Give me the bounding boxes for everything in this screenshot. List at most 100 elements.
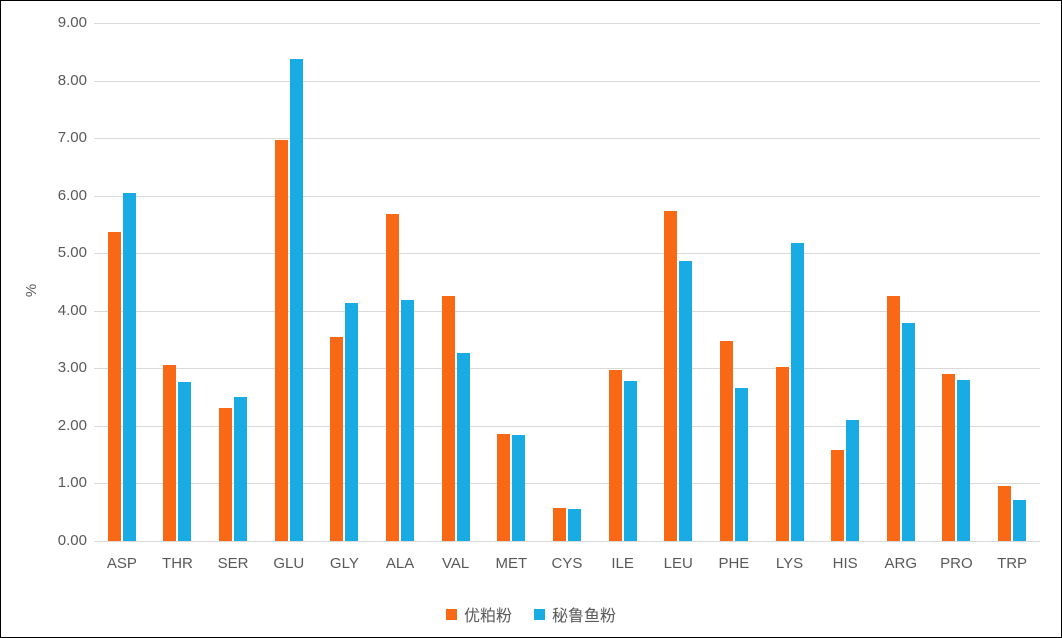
bar-group-GLY xyxy=(317,23,373,541)
bar-优粕粉-GLY xyxy=(330,337,344,541)
y-tick-label-1.00: 1.00 xyxy=(57,474,87,492)
bar-优粕粉-THR xyxy=(163,365,177,541)
legend-item-优粕粉: 优粕粉 xyxy=(445,602,512,626)
bar-group-VAL xyxy=(428,23,484,541)
bar-group-LYS xyxy=(762,23,818,541)
y-tick-label-6.00: 6.00 xyxy=(57,186,87,204)
legend-item-秘鲁鱼粉: 秘鲁鱼粉 xyxy=(534,602,616,626)
x-category-label-ASP: ASP xyxy=(106,555,137,572)
bar-秘鲁鱼粉-LYS xyxy=(790,242,804,541)
bar-秘鲁鱼粉-MET xyxy=(512,435,526,541)
gridline-0.00 xyxy=(94,541,1040,542)
legend-swatch-icon xyxy=(445,608,457,620)
y-tick-label-7.00: 7.00 xyxy=(57,129,87,147)
bar-group-THR xyxy=(150,23,206,541)
gridline-5.00 xyxy=(94,253,1040,255)
bar-优粕粉-TRP xyxy=(998,485,1012,541)
x-category-label-MET: MET xyxy=(495,555,528,572)
gridline-6.00 xyxy=(94,195,1040,197)
x-axis-category-labels: ASP THR SER GLU GLY ALA VAL MET CYS ILE LEU PHE LYS H… xyxy=(94,555,1040,572)
bar-秘鲁鱼粉-PRO xyxy=(957,380,971,541)
y-tick-label-5.00: 5.00 xyxy=(57,244,87,262)
bar-秘鲁鱼粉-ARG xyxy=(901,322,915,541)
gridline-4.00 xyxy=(94,310,1040,312)
x-category-label-PHE: PHE xyxy=(718,555,750,572)
bar-秘鲁鱼粉-CYS xyxy=(567,508,581,541)
bar-优粕粉-SER xyxy=(219,408,233,541)
bar-group-HIS xyxy=(817,23,873,541)
gridline-8.00 xyxy=(94,80,1040,82)
bar-group-PRO xyxy=(929,23,985,541)
y-axis-tick-labels: 9.00 8.00 7.00 6.00 5.00 4.00 3.00 2.00 1.00 0.00 xyxy=(1,15,87,549)
bar-秘鲁鱼粉-PHE xyxy=(734,387,748,541)
x-category-label-ILE: ILE xyxy=(611,555,634,572)
bar-秘鲁鱼粉-ILE xyxy=(623,381,637,541)
bar-group-SER xyxy=(205,23,261,541)
gridline-3.00 xyxy=(94,368,1040,370)
y-tick-label-3.00: 3.00 xyxy=(57,359,87,377)
bar-优粕粉-PRO xyxy=(942,373,956,541)
x-category-label-THR: THR xyxy=(162,555,193,572)
bar-group-LEU xyxy=(650,23,706,541)
bar-优粕粉-MET xyxy=(497,433,511,541)
legend-label: 优粕粉 xyxy=(463,608,512,625)
bar-优粕粉-ALA xyxy=(386,214,400,541)
bar-优粕粉-ASP xyxy=(107,231,121,541)
bar-优粕粉-HIS xyxy=(831,450,845,541)
bar-group-PHE xyxy=(706,23,762,541)
bar-秘鲁鱼粉-SER xyxy=(234,396,248,541)
x-category-label-VAL: VAL xyxy=(442,555,470,572)
bar-秘鲁鱼粉-VAL xyxy=(456,353,470,541)
gridline-1.00 xyxy=(94,483,1040,485)
bar-优粕粉-ILE xyxy=(608,369,622,541)
bar-优粕粉-VAL xyxy=(441,296,455,541)
bar-优粕粉-GLU xyxy=(274,139,288,541)
bar-group-ASP xyxy=(94,23,150,541)
bar-秘鲁鱼粉-THR xyxy=(178,381,192,541)
bar-group-CYS xyxy=(539,23,595,541)
x-category-label-HIS: HIS xyxy=(832,555,858,572)
x-category-label-GLU: GLU xyxy=(273,555,305,572)
x-category-label-ALA: ALA xyxy=(385,555,415,572)
legend: 优粕粉 秘鲁鱼粉 xyxy=(1,602,1061,626)
gridline-9.00 xyxy=(94,23,1040,24)
bar-秘鲁鱼粉-ASP xyxy=(122,192,136,541)
x-category-label-PRO: PRO xyxy=(940,555,973,572)
bar-groups xyxy=(94,23,1040,541)
y-tick-label-0.00: 0.00 xyxy=(57,532,87,549)
bar-group-ARG xyxy=(873,23,929,541)
x-category-label-CYS: CYS xyxy=(551,555,583,572)
x-category-label-GLY: GLY xyxy=(329,555,359,572)
legend-label: 秘鲁鱼粉 xyxy=(552,608,617,625)
bar-group-TRP xyxy=(984,23,1040,541)
y-tick-label-2.00: 2.00 xyxy=(57,416,87,434)
plot-area xyxy=(94,23,1040,542)
bar-优粕粉-LYS xyxy=(775,367,789,541)
x-category-label-LEU: LEU xyxy=(663,555,693,572)
gridline-2.00 xyxy=(94,425,1040,427)
bar-秘鲁鱼粉-TRP xyxy=(1013,499,1027,541)
y-tick-label-9.00: 9.00 xyxy=(57,14,87,31)
bar-秘鲁鱼粉-ALA xyxy=(401,300,415,541)
y-tick-label-8.00: 8.00 xyxy=(57,71,87,89)
x-category-label-LYS: LYS xyxy=(775,555,804,572)
x-category-label-TRP: TRP xyxy=(997,555,1028,572)
x-category-label-SER: SER xyxy=(217,555,249,572)
y-tick-label-4.00: 4.00 xyxy=(57,301,87,319)
bar-group-ALA xyxy=(372,23,428,541)
bar-优粕粉-CYS xyxy=(552,508,566,541)
legend-swatch-icon xyxy=(534,608,545,620)
bar-group-MET xyxy=(483,23,539,541)
x-category-label-ARG: ARG xyxy=(884,555,918,572)
bar-group-ILE xyxy=(595,23,651,541)
bar-优粕粉-LEU xyxy=(664,210,678,541)
bar-秘鲁鱼粉-GLY xyxy=(345,303,359,541)
bar-优粕粉-ARG xyxy=(886,296,900,541)
bar-group-GLU xyxy=(261,23,317,541)
bar-秘鲁鱼粉-HIS xyxy=(846,420,860,541)
bar-优粕粉-PHE xyxy=(719,341,733,541)
gridline-7.00 xyxy=(94,138,1040,140)
bar-秘鲁鱼粉-GLU xyxy=(289,59,303,541)
bar-秘鲁鱼粉-LEU xyxy=(679,261,693,541)
